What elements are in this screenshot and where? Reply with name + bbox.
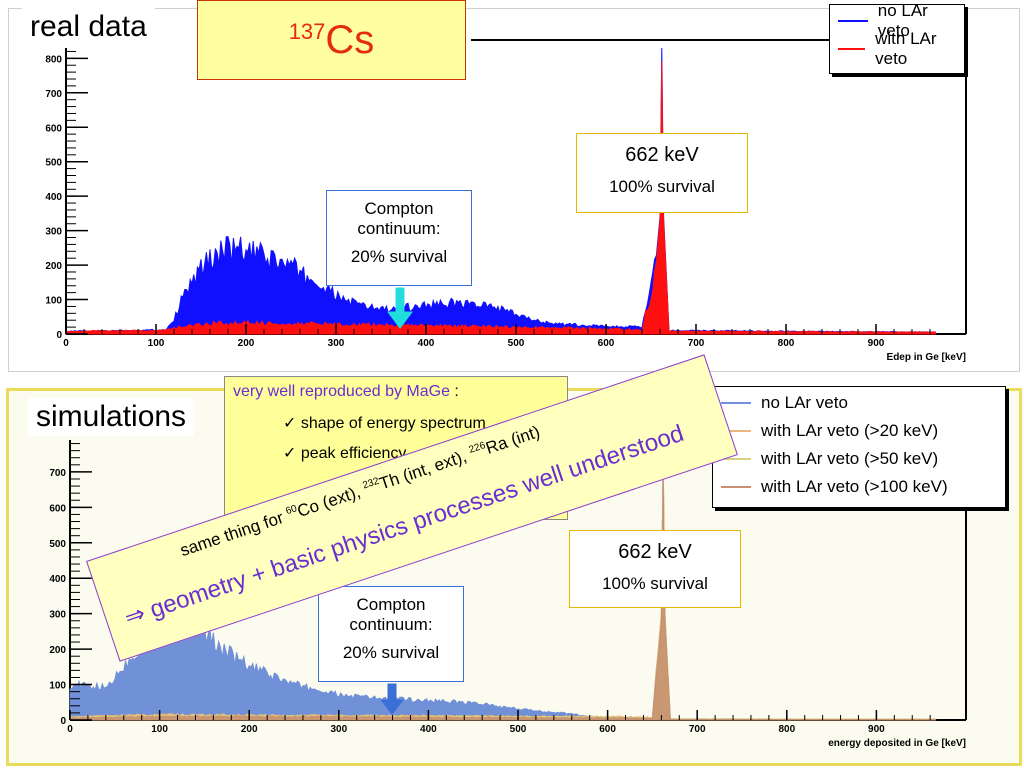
legend-label: no LAr veto [761, 393, 848, 412]
x-tick-label: 800 [778, 724, 795, 735]
x-tick-label: 0 [67, 724, 73, 735]
isotope-symbol: Cs [325, 17, 375, 62]
compton-arrow-icon [387, 287, 413, 329]
bottom-legend: no LAr veto with LAr veto (>20 keV) with… [712, 386, 1006, 508]
legend-label: with LAr veto [875, 29, 937, 68]
compton-arrow-icon [379, 683, 405, 715]
legend-swatch [721, 486, 751, 488]
top-legend: no LAr veto with LAr veto [829, 1, 965, 74]
y-tick-label: 400 [45, 192, 62, 203]
legend-label: with LAr veto (>50 keV) [761, 449, 939, 468]
legend-entry: no LAr veto [713, 389, 1005, 417]
legend-entry: no LAr veto [830, 1, 964, 40]
x-tick-label: 400 [418, 338, 435, 349]
real-data-label: real data [22, 8, 155, 46]
x-tick-label: 100 [148, 338, 165, 349]
y-tick-label: 800 [45, 54, 62, 65]
x-tick-label: 0 [63, 338, 69, 349]
legend-entry: with LAr veto (>20 keV) [713, 417, 1005, 445]
y-tick-label: 200 [49, 645, 66, 656]
legend-entry: with LAr veto [830, 29, 964, 68]
peak-energy-text: 662 keV [625, 144, 699, 166]
compton-text: Compton continuum: [357, 199, 441, 238]
series-area-0 [65, 47, 936, 335]
simulations-label: simulations [28, 398, 195, 436]
banner-text: Ra (int) [483, 422, 543, 458]
x-tick-label: 400 [420, 724, 437, 735]
legend-label: with LAr veto (>100 keV) [761, 477, 948, 496]
x-tick-label: 600 [599, 724, 616, 735]
x-tick-label: 600 [598, 338, 615, 349]
x-tick-label: 700 [689, 724, 706, 735]
mage-note-header: very well reproduced by MaGe : [225, 377, 567, 407]
x-tick-label: 500 [508, 338, 525, 349]
mage-note-title: very well reproduced by MaGe [233, 383, 450, 400]
simulations-text: simulations [36, 400, 187, 433]
y-tick-label: 100 [49, 681, 66, 692]
compton-text: Compton continuum: [349, 595, 433, 634]
isotope-mass: 137 [288, 19, 326, 44]
legend-swatch [721, 402, 751, 404]
legend-label: with LAr veto (>20 keV) [761, 421, 939, 440]
peak-survival-text: 100% survival [609, 177, 715, 196]
legend-label: no LAr veto [877, 1, 928, 40]
y-tick-label: 500 [45, 158, 62, 169]
y-tick-label: 0 [56, 330, 62, 341]
x-tick-label: 300 [328, 338, 345, 349]
legend-swatch [838, 20, 868, 22]
compton-survival-text: 20% survival [350, 247, 448, 266]
isotope-title: 137 Cs [197, 0, 466, 80]
x-tick-label: 900 [868, 338, 885, 349]
banner-text: Co (ext), [294, 480, 368, 521]
x-tick-label: 800 [778, 338, 795, 349]
x-tick-label: 200 [241, 724, 258, 735]
peak-energy-text: 662 keV [618, 541, 692, 563]
y-tick-label: 300 [49, 610, 66, 621]
legend-entry: with LAr veto (>100 keV) [713, 473, 1005, 501]
x-tick-label: 900 [868, 724, 885, 735]
bottom-compton-callout: Compton continuum: 20% survival [318, 586, 464, 682]
x-tick-label: 300 [330, 724, 347, 735]
mage-note-colon: : [449, 383, 459, 400]
x-tick-label: 200 [238, 338, 255, 349]
y-tick-label: 700 [45, 89, 62, 100]
series-area-1 [65, 61, 936, 335]
mage-note-item: ✓ shape of energy spectrum [283, 415, 486, 432]
bottom-peak-callout: 662 keV 100% survival [569, 530, 741, 608]
legend-swatch [838, 48, 866, 50]
mage-note-item: ✓ peak efficiency [283, 445, 407, 462]
top-compton-callout: Compton continuum: 20% survival [326, 190, 472, 286]
legend-entry: with LAr veto (>50 keV) [713, 445, 1005, 473]
y-tick-label: 600 [49, 503, 66, 514]
x-axis-label: Edep in Ge [keV] [887, 352, 966, 363]
y-tick-label: 600 [45, 123, 62, 134]
peak-survival-text: 100% survival [602, 574, 708, 593]
y-tick-label: 200 [45, 261, 62, 272]
top-peak-callout: 662 keV 100% survival [576, 133, 748, 213]
x-axis-label: energy deposited in Ge [keV] [828, 738, 966, 749]
legend-swatch [721, 458, 751, 460]
y-tick-label: 0 [60, 716, 66, 727]
legend-swatch [721, 430, 751, 432]
x-tick-label: 700 [688, 338, 705, 349]
x-tick-label: 100 [151, 724, 168, 735]
compton-survival-text: 20% survival [342, 643, 440, 662]
y-tick-label: 700 [49, 468, 66, 479]
x-tick-label: 500 [510, 724, 527, 735]
y-tick-label: 400 [49, 574, 66, 585]
y-tick-label: 300 [45, 227, 62, 238]
real-data-text: real data [30, 10, 147, 43]
y-tick-label: 100 [45, 296, 62, 307]
y-tick-label: 500 [49, 539, 66, 550]
